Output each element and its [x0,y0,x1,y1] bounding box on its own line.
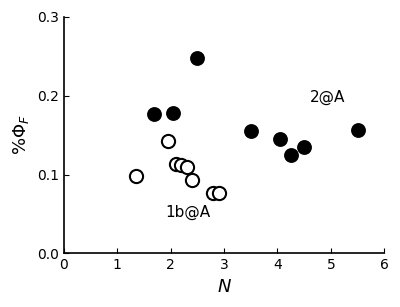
Point [170,111,176,115]
Point [189,177,195,182]
Point [178,163,184,168]
Point [248,129,254,134]
Y-axis label: %$\Phi_F$: %$\Phi_F$ [11,115,31,155]
Point [173,162,179,167]
X-axis label: N: N [217,278,231,296]
Point [132,174,139,179]
Text: 1b@A: 1b@A [165,205,210,220]
Point [301,144,308,149]
Point [210,190,216,195]
Point [277,137,283,142]
Point [165,138,171,143]
Text: 2@A: 2@A [310,90,345,105]
Point [354,127,361,132]
Point [194,56,200,61]
Point [183,164,190,169]
Point [288,152,294,157]
Point [216,190,222,195]
Point [151,111,158,116]
